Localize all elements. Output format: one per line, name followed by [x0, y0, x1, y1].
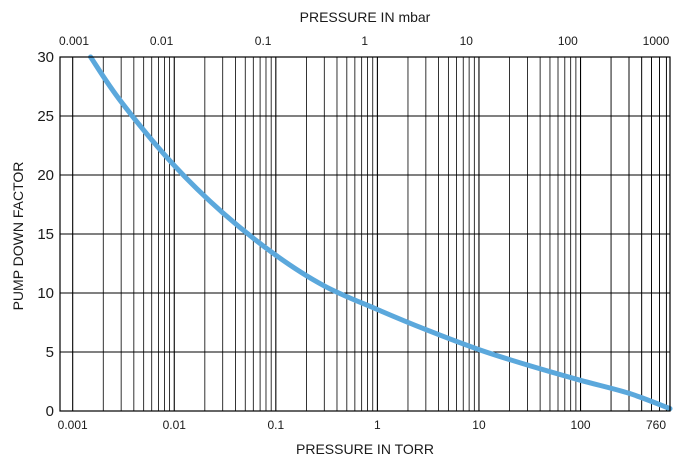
x-top-tick-label: 1: [361, 34, 368, 48]
y-tick-label: 30: [37, 49, 54, 66]
x-top-tick-label: 1000: [643, 34, 670, 48]
x-bottom-tick-label: 100: [571, 418, 591, 432]
y-tick-label: 15: [37, 226, 54, 243]
top-axis-title: PRESSURE IN mbar: [300, 9, 431, 25]
x-top-tick-label: 0.01: [150, 34, 174, 48]
y-tick-label: 10: [37, 285, 54, 302]
x-bottom-tick-label: 0.001: [58, 418, 88, 432]
plot-frame: [59, 56, 671, 412]
y-tick-label: 20: [37, 167, 54, 184]
x-top-tick-label: 0.1: [255, 34, 272, 48]
x-bottom-tick-label: 1: [374, 418, 381, 432]
x-bottom-tick-label: 10: [472, 418, 486, 432]
x-bottom-tick-label: 0.01: [163, 418, 187, 432]
bottom-axis-title: PRESSURE IN TORR: [296, 441, 434, 457]
curve-layer: [88, 54, 673, 412]
y-axis-title: PUMP DOWN FACTOR: [10, 162, 26, 311]
grid-lines: [60, 56, 670, 412]
tick-labels: 0 5 10 15 20 25 30 0.001 0.01 0.1 1 10 100 760 0.001 0.…: [37, 34, 669, 432]
y-tick-label: 25: [37, 108, 54, 125]
x-bottom-tick-label: 0.1: [267, 418, 284, 432]
x-bottom-tick-label: 760: [646, 418, 666, 432]
y-tick-label: 5: [46, 344, 54, 361]
x-top-tick-label: 100: [558, 34, 578, 48]
x-top-tick-label: 0.001: [59, 34, 89, 48]
y-tick-label: 0: [46, 403, 54, 420]
pump-down-curve: [88, 54, 673, 412]
x-top-tick-label: 10: [460, 34, 474, 48]
